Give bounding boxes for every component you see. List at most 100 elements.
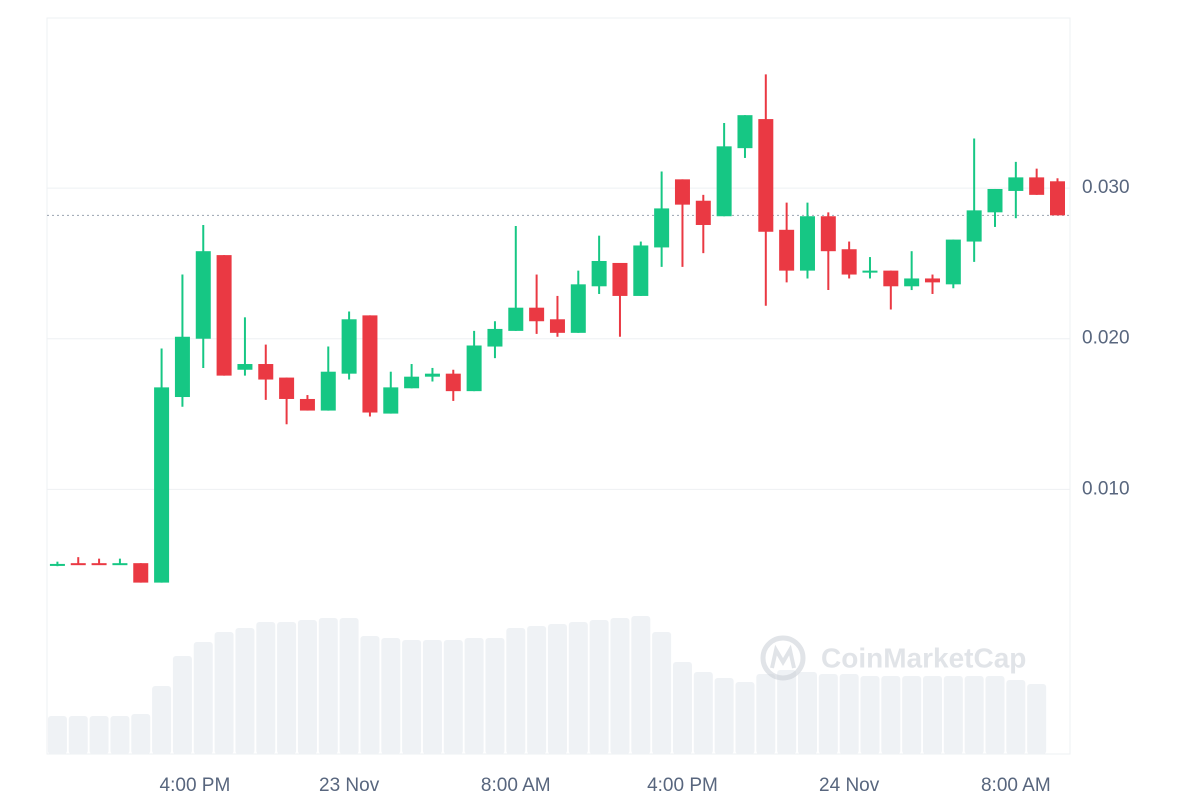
volume-bar <box>547 624 567 754</box>
x-tick-label: 8:00 AM <box>981 775 1051 796</box>
candle-body <box>779 229 795 271</box>
volume-bar <box>47 716 67 754</box>
volume-bar <box>881 676 901 754</box>
candle-body <box>633 245 649 296</box>
candle-body <box>716 146 732 217</box>
candle-body <box>758 119 774 232</box>
candle-body <box>841 249 857 275</box>
volume-bar <box>777 670 797 754</box>
x-tick-label: 4:00 PM <box>647 775 718 796</box>
y-tick-label: 0.010 <box>1082 478 1130 499</box>
volume-bar <box>818 674 838 754</box>
candle-body <box>466 345 482 392</box>
candle-body <box>404 376 420 389</box>
volume-bar <box>422 640 442 754</box>
candle-body <box>424 373 440 377</box>
candle-body <box>445 373 461 392</box>
candle-body <box>799 216 815 271</box>
candle-body <box>529 307 545 322</box>
x-tick-label: 8:00 AM <box>481 775 551 796</box>
candle-body <box>258 364 274 380</box>
candle-body <box>508 307 524 331</box>
candle-body <box>154 387 170 583</box>
volume-bar <box>797 672 817 754</box>
volume-bar <box>589 620 609 754</box>
volume-bar <box>110 716 130 754</box>
volume-bar <box>714 678 734 754</box>
volume-bar <box>756 674 776 754</box>
candle-body <box>383 387 399 414</box>
volume-bar <box>464 638 484 754</box>
volume-bar <box>672 662 692 754</box>
candle-body <box>70 563 86 566</box>
candle-body <box>1008 177 1024 191</box>
y-tick-label: 0.020 <box>1082 328 1130 349</box>
candle-body <box>299 398 315 411</box>
plot: 0.010 0.020 0.030 4:00 PM 23 Nov 8:00 AM 4:00 … <box>46 17 1130 796</box>
volume-bar <box>297 620 317 754</box>
candle-body <box>362 315 378 413</box>
candle-body <box>1029 177 1045 195</box>
candle-body <box>612 262 628 296</box>
volume-bar <box>652 632 672 754</box>
volume-bar <box>610 618 630 754</box>
candle-body <box>862 270 878 273</box>
candle-body <box>570 284 586 333</box>
watermark-text: CoinMarketCap <box>821 642 1026 673</box>
volume-bar <box>485 638 505 754</box>
volume-bar <box>1006 680 1026 754</box>
candle-body <box>91 563 107 566</box>
volume-bar <box>339 618 359 754</box>
candle-body <box>49 563 65 566</box>
volume-bar <box>152 686 172 754</box>
volume-bar <box>631 616 651 754</box>
candle-body <box>987 188 1003 213</box>
candle-body <box>737 115 753 149</box>
candle-body <box>883 270 899 287</box>
volume-bar <box>360 636 380 754</box>
candle-body <box>924 278 940 283</box>
volume-bar <box>318 618 338 754</box>
candle-body <box>695 200 711 225</box>
volume-bar <box>693 672 713 754</box>
x-tick-label: 4:00 PM <box>160 775 231 796</box>
volume-bar <box>1027 684 1047 754</box>
candle-body <box>549 319 565 333</box>
watermark-logo <box>760 635 806 681</box>
volume-bar <box>193 642 213 754</box>
candle-body <box>966 210 982 242</box>
candle-body <box>591 260 607 287</box>
volume-bar <box>256 622 276 754</box>
candle-body <box>112 563 128 566</box>
candle-body <box>174 336 190 398</box>
volume-bar <box>735 682 755 754</box>
x-tick-label: 24 Nov <box>819 775 880 796</box>
candle-body <box>654 208 670 248</box>
y-tick-label: 0.030 <box>1082 177 1130 198</box>
volume-bar <box>89 716 109 754</box>
volume-bar <box>985 676 1005 754</box>
candle-body <box>216 255 232 376</box>
volume-bar <box>922 676 942 754</box>
volume-bar <box>568 622 588 754</box>
x-tick-label: 23 Nov <box>319 775 380 796</box>
volume-bar <box>235 628 255 754</box>
volume-bar <box>172 656 192 754</box>
watermark: CoinMarketCap <box>760 635 1026 681</box>
candle-body <box>820 216 836 252</box>
volume-bar <box>381 638 401 754</box>
candle-body <box>133 563 149 583</box>
candle-body <box>237 364 253 370</box>
candle-body <box>1049 181 1065 216</box>
watermark-logo-mark <box>770 644 796 669</box>
volume-bar <box>506 628 526 754</box>
candle-body <box>674 179 690 205</box>
volume-bar <box>860 676 880 754</box>
candle-body <box>904 278 920 287</box>
volume-bar <box>443 640 463 754</box>
volume-bar <box>68 716 88 754</box>
volume-bar <box>131 714 151 754</box>
candle-body <box>320 371 336 411</box>
